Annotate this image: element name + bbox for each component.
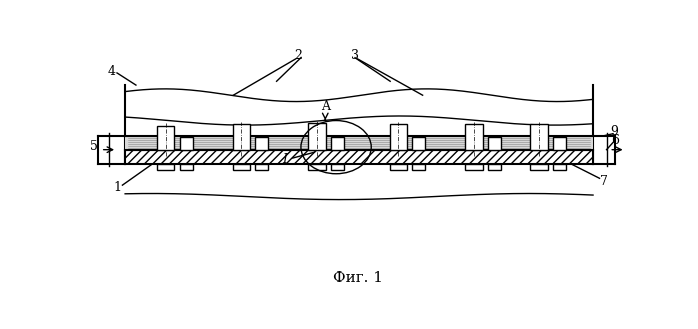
Bar [255, 137, 269, 150]
Text: 6: 6 [611, 134, 618, 147]
Text: A: A [321, 100, 329, 113]
Bar [413, 137, 425, 150]
Bar [389, 164, 407, 170]
Bar [530, 164, 548, 170]
Bar [157, 164, 174, 170]
Text: 1: 1 [113, 181, 121, 194]
Bar [125, 136, 593, 150]
Bar [255, 164, 269, 170]
Bar [488, 164, 501, 170]
Bar [332, 164, 344, 170]
Bar [413, 164, 425, 170]
Text: 5: 5 [90, 140, 98, 153]
Bar [530, 124, 548, 150]
Bar [157, 126, 174, 150]
Bar [232, 164, 250, 170]
Bar [332, 137, 344, 150]
Text: Фиг. 1: Фиг. 1 [333, 271, 383, 285]
Text: 7: 7 [600, 175, 608, 188]
Bar [180, 137, 193, 150]
Bar [180, 164, 193, 170]
Bar [309, 123, 326, 150]
Text: 2: 2 [295, 49, 302, 63]
Bar [232, 124, 250, 150]
Text: 4: 4 [107, 64, 116, 78]
Bar [553, 164, 566, 170]
Bar [488, 137, 501, 150]
Bar [309, 164, 326, 170]
Text: 3: 3 [351, 49, 359, 63]
Bar [125, 150, 593, 164]
Bar [466, 124, 483, 150]
Text: I: I [282, 153, 287, 166]
Bar [553, 137, 566, 150]
Text: 9: 9 [611, 125, 618, 139]
Bar [466, 164, 483, 170]
Bar [389, 124, 407, 150]
